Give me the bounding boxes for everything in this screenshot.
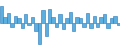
Bar xyxy=(31,17,34,22)
Bar xyxy=(58,14,62,22)
Bar xyxy=(113,16,117,22)
Bar xyxy=(45,22,48,36)
Bar xyxy=(99,17,103,22)
Bar xyxy=(89,22,93,28)
Bar xyxy=(93,16,96,22)
Bar xyxy=(82,22,86,27)
Bar xyxy=(55,22,58,27)
Bar xyxy=(41,10,45,22)
Bar xyxy=(38,22,41,44)
Bar xyxy=(117,22,120,25)
Bar xyxy=(103,14,106,22)
Bar xyxy=(14,16,17,22)
Bar xyxy=(34,22,38,31)
Bar xyxy=(75,17,79,22)
Bar xyxy=(24,14,27,22)
Bar xyxy=(79,18,82,22)
Bar xyxy=(65,18,69,22)
Bar xyxy=(10,22,14,27)
Bar xyxy=(72,22,75,31)
Bar xyxy=(96,22,99,27)
Bar xyxy=(21,22,24,28)
Bar xyxy=(3,17,7,22)
Bar xyxy=(86,13,89,22)
Bar xyxy=(7,13,10,22)
Bar xyxy=(51,17,55,22)
Bar xyxy=(0,6,3,22)
Bar xyxy=(17,18,21,22)
Bar xyxy=(110,18,113,22)
Bar xyxy=(106,22,110,28)
Bar xyxy=(69,12,72,22)
Bar xyxy=(27,22,31,25)
Bar xyxy=(48,9,51,22)
Bar xyxy=(62,22,65,29)
